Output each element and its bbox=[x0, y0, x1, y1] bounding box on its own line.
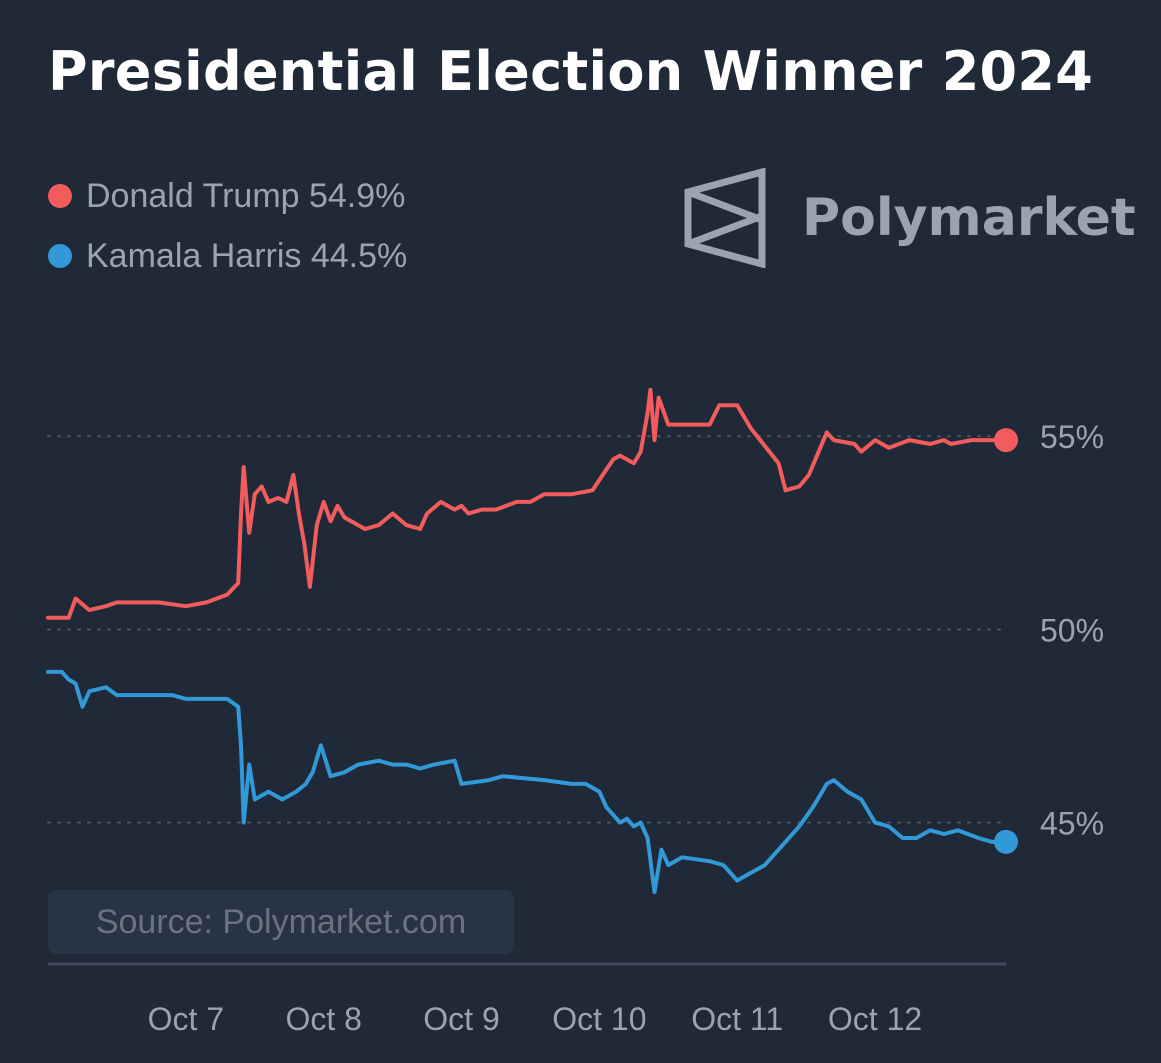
legend-label-trump: Donald Trump 54.9% bbox=[86, 176, 406, 215]
series-line-trump bbox=[46, 387, 1008, 620]
y-tick-label: 55% bbox=[1040, 419, 1104, 455]
legend-label-harris: Kamala Harris 44.5% bbox=[86, 236, 408, 275]
source-badge: Source: Polymarket.com bbox=[48, 890, 514, 954]
brand: Polymarket bbox=[684, 168, 1136, 268]
source-text: Source: Polymarket.com bbox=[95, 902, 467, 941]
legend-item-trump: Donald Trump 54.9% bbox=[48, 166, 407, 226]
polymarket-logo-icon bbox=[684, 168, 766, 268]
x-tick-label: Oct 12 bbox=[828, 1001, 922, 1037]
y-tick-label: 45% bbox=[1040, 806, 1104, 842]
chart-title: Presidential Election Winner 2024 bbox=[48, 40, 1094, 103]
y-tick-label: 50% bbox=[1040, 612, 1104, 648]
series-line-harris bbox=[46, 669, 1008, 895]
x-tick-label: Oct 9 bbox=[423, 1001, 499, 1037]
series-end-marker-trump bbox=[994, 428, 1018, 453]
legend: Donald Trump 54.9% Kamala Harris 44.5% bbox=[48, 166, 407, 286]
legend-dot-harris bbox=[48, 244, 72, 268]
legend-dot-trump bbox=[48, 184, 72, 208]
legend-item-harris: Kamala Harris 44.5% bbox=[48, 226, 407, 286]
series-end-marker-harris bbox=[994, 829, 1018, 854]
x-tick-label: Oct 10 bbox=[552, 1001, 646, 1037]
x-tick-label: Oct 8 bbox=[285, 1001, 361, 1037]
x-tick-label: Oct 11 bbox=[691, 1001, 783, 1037]
x-tick-label: Oct 7 bbox=[148, 1001, 224, 1037]
brand-name: Polymarket bbox=[802, 188, 1136, 248]
